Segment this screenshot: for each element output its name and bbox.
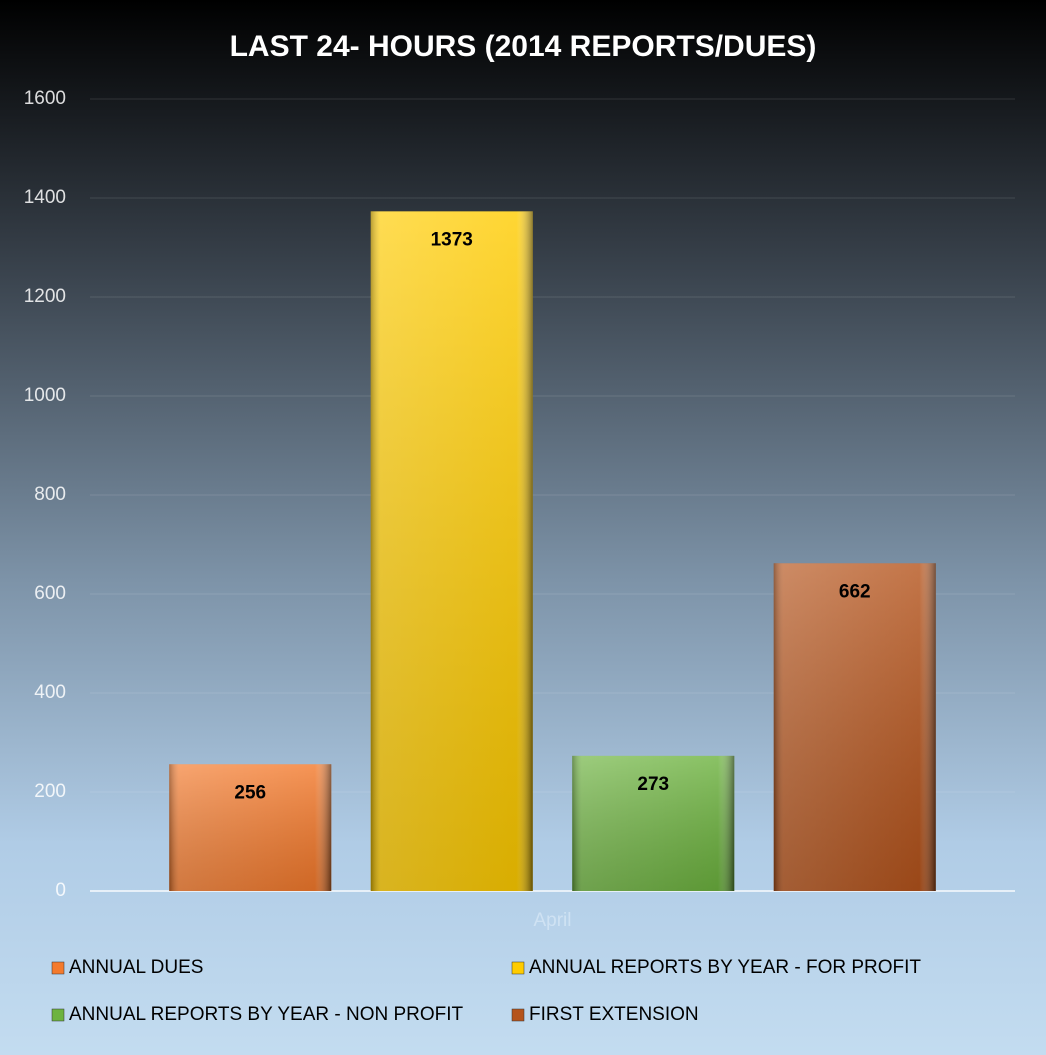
y-tick-label: 1400 [24,187,66,208]
data-label: 273 [637,774,669,795]
y-tick-label: 200 [34,781,66,802]
y-tick-label: 0 [55,880,66,901]
y-tick-label: 1000 [24,385,66,406]
bar-shading [572,755,735,891]
bar-shading [370,211,533,892]
y-tick-label: 400 [34,682,66,703]
data-label: 662 [839,581,871,602]
y-tick-label: 1200 [24,286,66,307]
legend-swatch [511,961,525,975]
data-label: 256 [234,782,266,803]
data-label: 1373 [431,229,473,250]
legend-label: ANNUAL DUES [69,957,203,978]
legend-label: ANNUAL REPORTS BY YEAR - NON PROFIT [69,1004,464,1025]
x-tick-label: April [533,910,571,931]
bar-shading [773,563,936,891]
chart-title: LAST 24- HOURS (2014 REPORTS/DUES) [230,30,817,63]
legend-swatch [51,961,65,975]
legend-swatch [511,1008,525,1022]
y-tick-label: 600 [34,583,66,604]
legend-label: ANNUAL REPORTS BY YEAR - FOR PROFIT [529,957,921,978]
legend-label: FIRST EXTENSION [529,1004,699,1025]
bar-shading [169,764,332,891]
y-tick-label: 800 [34,484,66,505]
y-tick-label: 1600 [24,88,66,109]
legend-swatch [51,1008,65,1022]
